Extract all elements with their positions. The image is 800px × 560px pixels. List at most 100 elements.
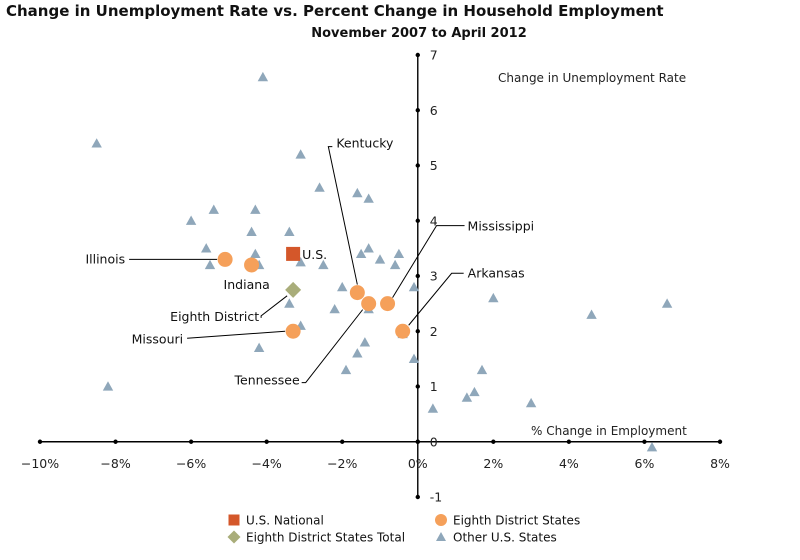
- data-point-triangle: [102, 381, 114, 391]
- data-point-triangle: [408, 353, 420, 364]
- y-tick-label: -1: [430, 490, 442, 505]
- callout-line: [301, 309, 364, 384]
- data-point-triangle: [340, 364, 352, 375]
- data-point-triangle: [363, 193, 374, 203]
- x-tick-mark: [340, 439, 345, 444]
- y-tick-mark: [415, 329, 420, 334]
- axes: −10% −8% −6% −4% −2% 0% 2% 4% 6% 8% -1 0 1 2 3 4 5 6 7 Chan…: [21, 48, 730, 505]
- x-tick-label: 2%: [483, 456, 503, 471]
- data-point-triangle: [359, 337, 371, 347]
- x-tick-mark: [642, 439, 647, 444]
- callout-line: [392, 225, 465, 298]
- data-point-triangle: [355, 248, 367, 259]
- point-label: Indiana: [224, 277, 270, 292]
- y-tick-mark: [415, 52, 420, 58]
- x-tick-label: 4%: [559, 456, 579, 471]
- legend-label: Eighth District States: [453, 514, 580, 528]
- callout-line: [260, 295, 288, 318]
- chart-title: Change in Unemployment Rate vs. Percent …: [6, 2, 664, 20]
- callout-line: [187, 330, 286, 339]
- y-tick-label: 0: [430, 434, 438, 449]
- x-tick-mark: [113, 439, 118, 444]
- data-point-diamond: [285, 281, 302, 298]
- data-point-circle: [380, 296, 396, 312]
- x-tick-mark: [491, 439, 496, 444]
- x-tick-label: −6%: [176, 456, 206, 471]
- data-point-triangle: [352, 348, 363, 358]
- data-marks: [91, 71, 673, 452]
- x-axis-title: % Change in Employment: [531, 424, 687, 438]
- y-tick-label: 7: [430, 48, 438, 63]
- data-point-triangle: [461, 392, 473, 402]
- y-tick-mark: [415, 494, 420, 500]
- x-tick-label: 8%: [710, 456, 730, 471]
- x-tick-label: −2%: [327, 456, 357, 471]
- legend-label: U.S. National: [246, 514, 324, 528]
- data-point-triangle: [204, 259, 216, 270]
- data-point-triangle: [389, 259, 401, 270]
- data-point-triangle: [408, 281, 420, 292]
- data-point-circle: [217, 251, 233, 267]
- y-tick-mark: [415, 218, 420, 223]
- x-tick-label: −4%: [252, 456, 282, 471]
- x-tick-mark: [566, 439, 572, 444]
- data-point-triangle: [469, 386, 480, 397]
- chart-subtitle: November 2007 to April 2012: [311, 26, 527, 41]
- point-label: U.S.: [302, 247, 327, 262]
- legend-marker-diamond: [227, 530, 241, 544]
- point-label: Illinois: [85, 251, 125, 266]
- data-point-triangle: [393, 248, 405, 259]
- data-point-triangle: [374, 254, 386, 264]
- data-point-triangle: [91, 138, 102, 148]
- data-point-triangle: [185, 215, 197, 225]
- data-point-triangle: [318, 259, 329, 270]
- data-point-triangle: [295, 149, 306, 159]
- y-tick-label: 3: [430, 269, 438, 284]
- data-point-triangle: [284, 298, 295, 308]
- data-point-circle: [244, 257, 260, 273]
- legend-marker-triangle: [436, 532, 446, 541]
- y-tick-mark: [415, 384, 420, 389]
- point-label: Mississippi: [468, 219, 535, 234]
- data-point-triangle: [250, 248, 261, 259]
- y-tick-mark: [415, 163, 420, 168]
- data-point-triangle: [314, 182, 325, 192]
- data-point-triangle: [352, 187, 363, 198]
- data-point-triangle: [246, 226, 257, 236]
- data-point-triangle: [253, 342, 265, 352]
- legend-marker-circle: [435, 514, 447, 526]
- x-tick-mark: [264, 439, 269, 444]
- y-tick-label: 5: [430, 158, 438, 173]
- data-point-triangle: [208, 204, 219, 214]
- x-tick-mark: [188, 439, 194, 444]
- data-point-triangle: [646, 442, 658, 452]
- callout-line: [327, 146, 358, 285]
- callouts: [129, 146, 465, 384]
- data-point-triangle: [488, 292, 499, 303]
- data-point-circle: [395, 323, 411, 339]
- callout-line: [408, 272, 464, 326]
- y-tick-label: 1: [430, 379, 438, 394]
- x-tick-label: 0%: [408, 456, 428, 471]
- legend-label: Eighth District States Total: [246, 531, 405, 545]
- data-point-triangle: [586, 309, 597, 319]
- legend-marker-square: [228, 514, 240, 526]
- data-point-triangle: [257, 71, 269, 82]
- y-tick-mark: [415, 439, 420, 444]
- data-point-triangle: [250, 204, 261, 214]
- point-labels: U.S. Illinois Indiana Kentucky Tennessee Miss…: [85, 136, 534, 388]
- x-tick-label: −8%: [100, 456, 130, 471]
- data-point-circle: [285, 323, 301, 339]
- data-point-triangle: [427, 403, 439, 413]
- legend-label: Other U.S. States: [453, 531, 557, 545]
- x-tick-label: −10%: [21, 456, 59, 471]
- point-label: Eighth District: [170, 309, 259, 324]
- y-tick-label: 4: [430, 213, 438, 228]
- x-tick-mark: [37, 439, 43, 444]
- data-point-triangle: [476, 364, 488, 375]
- data-point-triangle: [295, 256, 306, 267]
- data-point-square: [286, 246, 301, 261]
- data-point-triangle: [337, 281, 348, 292]
- point-label: Tennessee: [234, 373, 300, 388]
